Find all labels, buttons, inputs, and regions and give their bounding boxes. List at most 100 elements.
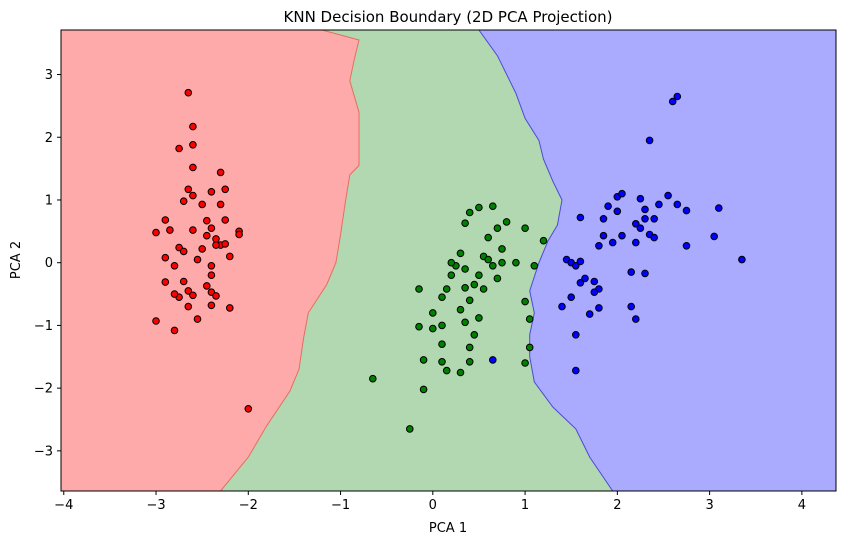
point-class-2 — [576, 279, 585, 287]
y-tick-label: −3 — [34, 444, 53, 459]
point-class-1 — [475, 203, 483, 212]
x-tick-label: −2 — [239, 498, 258, 513]
point-class-1 — [498, 258, 506, 267]
point-class-2 — [715, 204, 723, 212]
point-class-1 — [498, 245, 506, 253]
point-class-1 — [461, 219, 469, 227]
point-class-1 — [521, 359, 529, 367]
y-tick-label: 3 — [45, 68, 53, 83]
y-tick-label: 1 — [45, 193, 53, 208]
point-class-2 — [682, 206, 691, 215]
y-axis-label: PCA 2 — [9, 241, 24, 279]
point-class-2 — [604, 202, 612, 210]
point-class-2 — [632, 220, 640, 228]
point-class-2 — [599, 231, 608, 240]
point-class-1 — [521, 224, 529, 232]
x-tick-label: 2 — [613, 498, 621, 513]
point-class-1 — [493, 224, 502, 232]
point-class-0 — [161, 278, 170, 286]
plot-area — [61, 30, 836, 491]
point-class-0 — [161, 253, 170, 262]
point-class-1 — [438, 340, 446, 349]
point-class-2 — [636, 224, 645, 232]
point-class-2 — [710, 232, 719, 241]
point-class-2 — [576, 257, 585, 266]
point-class-2 — [636, 194, 645, 203]
y-axis: 3 2 1 0 −1 −2 −3 — [34, 68, 61, 459]
point-class-1 — [493, 274, 502, 283]
point-class-2 — [645, 136, 654, 145]
y-tick-label: −1 — [34, 319, 53, 334]
point-class-1 — [470, 331, 479, 339]
point-class-1 — [456, 249, 465, 258]
class-2-region — [478, 30, 836, 491]
point-class-0 — [221, 216, 229, 224]
point-class-0 — [152, 228, 160, 237]
point-class-2 — [668, 97, 677, 106]
point-class-0 — [161, 216, 170, 224]
point-class-1 — [461, 284, 469, 292]
point-class-2 — [632, 238, 640, 247]
point-class-0 — [212, 292, 220, 300]
point-class-2 — [650, 215, 659, 223]
point-class-2 — [613, 207, 622, 216]
point-class-0 — [198, 245, 206, 253]
point-class-0 — [189, 163, 197, 172]
point-class-2 — [572, 262, 580, 270]
point-class-1 — [438, 293, 446, 302]
point-class-2 — [608, 238, 617, 247]
x-tick-label: 3 — [705, 498, 713, 513]
point-class-0 — [152, 317, 160, 325]
point-class-1 — [461, 318, 469, 327]
point-class-2 — [641, 205, 649, 214]
point-class-2 — [558, 302, 566, 311]
green-blue-boundary — [478, 30, 614, 491]
x-tick-label: 0 — [429, 498, 437, 513]
point-class-1 — [465, 343, 474, 352]
point-class-0 — [170, 290, 179, 298]
point-class-0 — [193, 255, 202, 264]
point-class-1 — [456, 368, 465, 377]
point-class-2 — [489, 356, 497, 364]
class-1-region — [220, 30, 613, 491]
point-class-0 — [221, 240, 229, 248]
point-class-1 — [475, 314, 483, 322]
point-class-1 — [456, 305, 465, 314]
point-class-0 — [170, 262, 179, 270]
point-class-0 — [170, 326, 179, 335]
point-class-0 — [216, 200, 225, 209]
point-class-1 — [489, 262, 497, 270]
point-class-2 — [641, 215, 649, 223]
point-class-1 — [465, 358, 474, 366]
x-tick-label: −4 — [54, 498, 73, 513]
y-tick-label: −2 — [34, 382, 53, 397]
point-class-0 — [203, 282, 211, 290]
point-class-0 — [189, 122, 197, 131]
point-class-1 — [465, 208, 474, 217]
point-class-1 — [525, 343, 534, 352]
point-class-2 — [641, 269, 649, 278]
point-class-0 — [179, 197, 188, 205]
point-class-2 — [627, 268, 636, 276]
point-class-0 — [189, 191, 197, 200]
y-tick-label: 0 — [45, 256, 53, 271]
point-class-0 — [184, 302, 193, 311]
point-class-1 — [415, 285, 423, 293]
x-tick-label: −1 — [331, 498, 350, 513]
point-class-0 — [184, 185, 193, 194]
point-class-0 — [203, 216, 211, 225]
point-class-2 — [581, 274, 589, 283]
point-class-1 — [442, 285, 451, 293]
point-class-2 — [576, 213, 585, 222]
point-class-0 — [189, 141, 197, 149]
point-class-0 — [207, 188, 216, 196]
point-class-1 — [475, 271, 483, 280]
point-class-0 — [207, 301, 216, 310]
point-class-0 — [184, 287, 193, 295]
point-class-1 — [461, 265, 469, 273]
point-class-0 — [193, 315, 202, 323]
point-class-1 — [447, 271, 456, 280]
plot-frame — [60, 29, 837, 492]
point-class-1 — [484, 233, 493, 242]
